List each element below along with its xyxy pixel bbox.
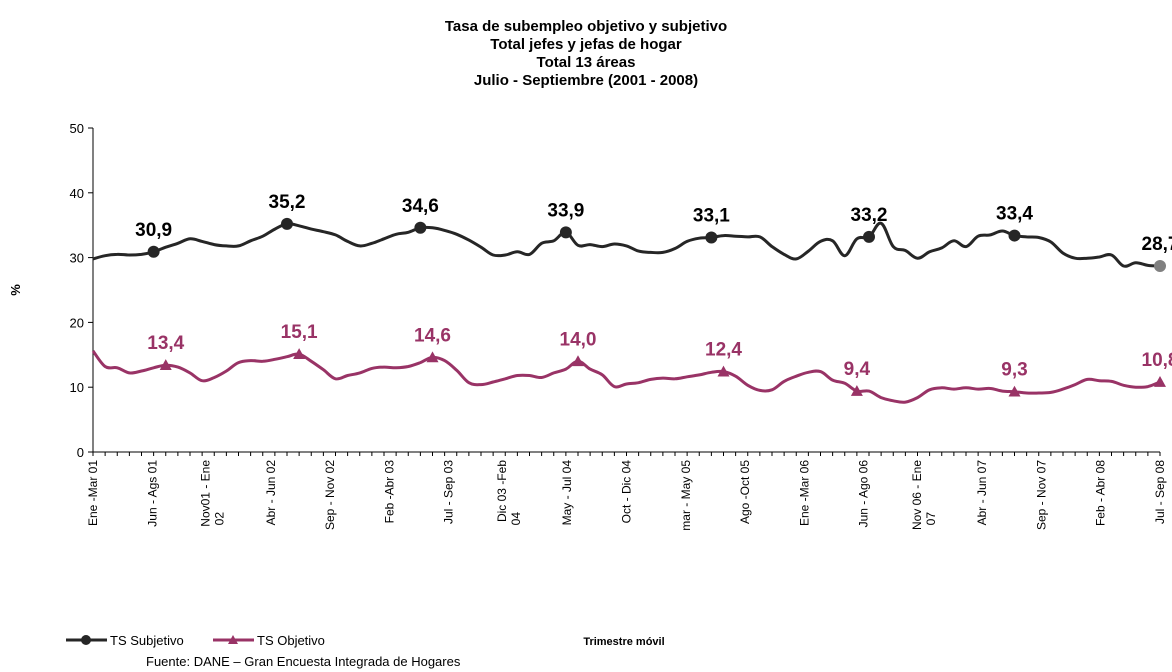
data-point-marker: [159, 359, 172, 370]
y-tick-label: 0: [77, 445, 84, 460]
data-point-marker: [559, 226, 572, 239]
data-label: 30,9: [135, 220, 172, 241]
x-tick-label-group: Abr - Jun 02: [264, 460, 278, 526]
chart-title-line: Julio - Septiembre (2001 - 2008): [474, 72, 698, 89]
data-label: 33,2: [851, 205, 888, 226]
chart-title-line: Tasa de subempleo objetivo y subjetivo: [445, 18, 727, 35]
x-tick-label-group: Abr - Jun 07: [975, 460, 989, 526]
chart-title-line: Total 13 áreas: [537, 54, 636, 71]
data-label: 10,8: [1142, 350, 1172, 371]
series-line-ts-subjetivo: [92, 221, 1161, 268]
x-tick-label-group: Jun - Ago 06: [857, 460, 871, 528]
data-point-marker: [1008, 385, 1021, 397]
y-tick-label: 50: [70, 121, 84, 136]
y-tick-label: 30: [70, 251, 84, 266]
data-point-marker: [147, 245, 160, 258]
data-point-marker: [717, 365, 730, 377]
x-tick-label-group: Sep - Nov 07: [1034, 460, 1048, 530]
data-point-marker: [572, 355, 584, 367]
x-tick-label-group: Jul - Sep 03: [442, 460, 456, 524]
x-tick-label: May - Jul 04: [560, 460, 574, 526]
x-tick-label-group: Feb - Abr 08: [1094, 460, 1108, 526]
data-point-marker: [863, 230, 875, 243]
x-tick-label-group: Jul - Sep 08: [1153, 460, 1167, 524]
x-tick-label: Feb -Abr 03: [382, 460, 396, 524]
data-label: 33,1: [693, 206, 730, 227]
x-tick-label: Ene -Mar 06: [797, 460, 811, 526]
legend-marker: [228, 635, 238, 644]
data-label: 9,4: [844, 359, 871, 380]
data-point-marker: [414, 221, 427, 234]
x-tick-label: Jul - Sep 08: [1153, 460, 1167, 524]
x-tick-label: Nov 06 - Ene07: [910, 460, 938, 530]
y-tick-label: 20: [70, 315, 84, 330]
x-tick-label-group: Feb -Abr 03: [382, 460, 396, 524]
data-label: 14,0: [560, 329, 597, 350]
x-tick-label: Jul - Sep 03: [442, 460, 456, 524]
x-tick-label-group: Nov01 - Ene02: [199, 460, 227, 527]
x-tick-label-group: Jun - Ags 01: [145, 460, 159, 527]
chart-title-line: Total jefes y jefas de hogar: [490, 36, 682, 53]
x-axis-label: Trimestre móvil: [583, 636, 664, 648]
data-point-marker: [1008, 229, 1021, 242]
data-label: 28,7: [1142, 234, 1172, 255]
x-tick-label: Ago -Oct 05: [738, 460, 752, 524]
data-label: 9,3: [1001, 360, 1027, 381]
x-tick-label: Nov01 - Ene02: [199, 460, 227, 527]
x-tick-label-group: Oct - Dic 04: [620, 460, 634, 524]
x-tick-label-group: mar - May 05: [679, 460, 693, 531]
data-point-marker: [293, 348, 306, 359]
y-tick-label: 40: [70, 186, 84, 201]
data-label: 33,4: [996, 204, 1033, 225]
x-tick-label: Sep - Nov 07: [1034, 460, 1048, 530]
x-tick-label: Feb - Abr 08: [1094, 460, 1108, 526]
x-tick-label-group: Ene -Mar 06: [797, 460, 811, 526]
legend-marker: [81, 635, 91, 645]
legend-label: TS Subjetivo: [110, 633, 184, 648]
y-tick-label: 10: [70, 380, 84, 395]
legend-label: TS Objetivo: [257, 633, 325, 648]
x-tick-label: Oct - Dic 04: [620, 460, 634, 524]
data-label: 33,9: [547, 200, 584, 221]
data-point-marker: [705, 231, 718, 244]
data-label: 12,4: [705, 340, 742, 361]
x-tick-label: Sep - Nov 02: [323, 460, 337, 530]
data-label: 15,1: [281, 322, 318, 343]
data-point-marker: [426, 351, 439, 363]
x-tick-label-group: Ago -Oct 05: [738, 460, 752, 524]
x-tick-label-group: Dic 03 -Feb04: [495, 460, 523, 526]
series-line-ts-objetivo: [91, 349, 1161, 404]
x-tick-label: Abr - Jun 02: [264, 460, 278, 526]
data-point-marker: [1154, 376, 1166, 387]
source-note: Fuente: DANE – Gran Encuesta Integrada d…: [146, 654, 461, 669]
x-tick-label-group: Ene -Mar 01: [86, 460, 100, 526]
x-tick-label: Jun - Ago 06: [857, 460, 871, 528]
data-point-marker: [1154, 260, 1166, 273]
data-point-marker: [850, 385, 863, 396]
x-tick-label-group: Nov 06 - Ene07: [910, 460, 938, 530]
x-tick-label: Abr - Jun 07: [975, 460, 989, 526]
data-label: 13,4: [147, 333, 184, 354]
data-label: 14,6: [414, 325, 451, 346]
data-point-marker: [281, 217, 293, 230]
y-axis-label: %: [8, 284, 23, 296]
data-label: 34,6: [402, 196, 439, 217]
data-label: 35,2: [269, 192, 306, 213]
line-chart: Tasa de subempleo objetivo y subjetivoTo…: [8, 18, 1172, 648]
x-tick-label: Dic 03 -Feb04: [495, 460, 523, 526]
x-tick-label: mar - May 05: [679, 460, 693, 531]
x-tick-label: Jun - Ags 01: [145, 460, 159, 527]
x-tick-label-group: May - Jul 04: [560, 460, 574, 526]
x-tick-label: Ene -Mar 01: [86, 460, 100, 526]
x-tick-label-group: Sep - Nov 02: [323, 460, 337, 530]
